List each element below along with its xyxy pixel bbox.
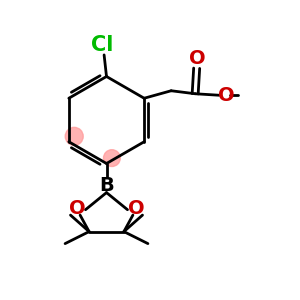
Text: B: B	[99, 176, 114, 195]
Text: O: O	[128, 199, 144, 218]
Text: Cl: Cl	[92, 35, 114, 55]
Text: O: O	[189, 49, 206, 68]
Circle shape	[65, 127, 83, 145]
Text: O: O	[69, 199, 86, 218]
Circle shape	[103, 150, 120, 166]
Text: O: O	[218, 86, 234, 105]
